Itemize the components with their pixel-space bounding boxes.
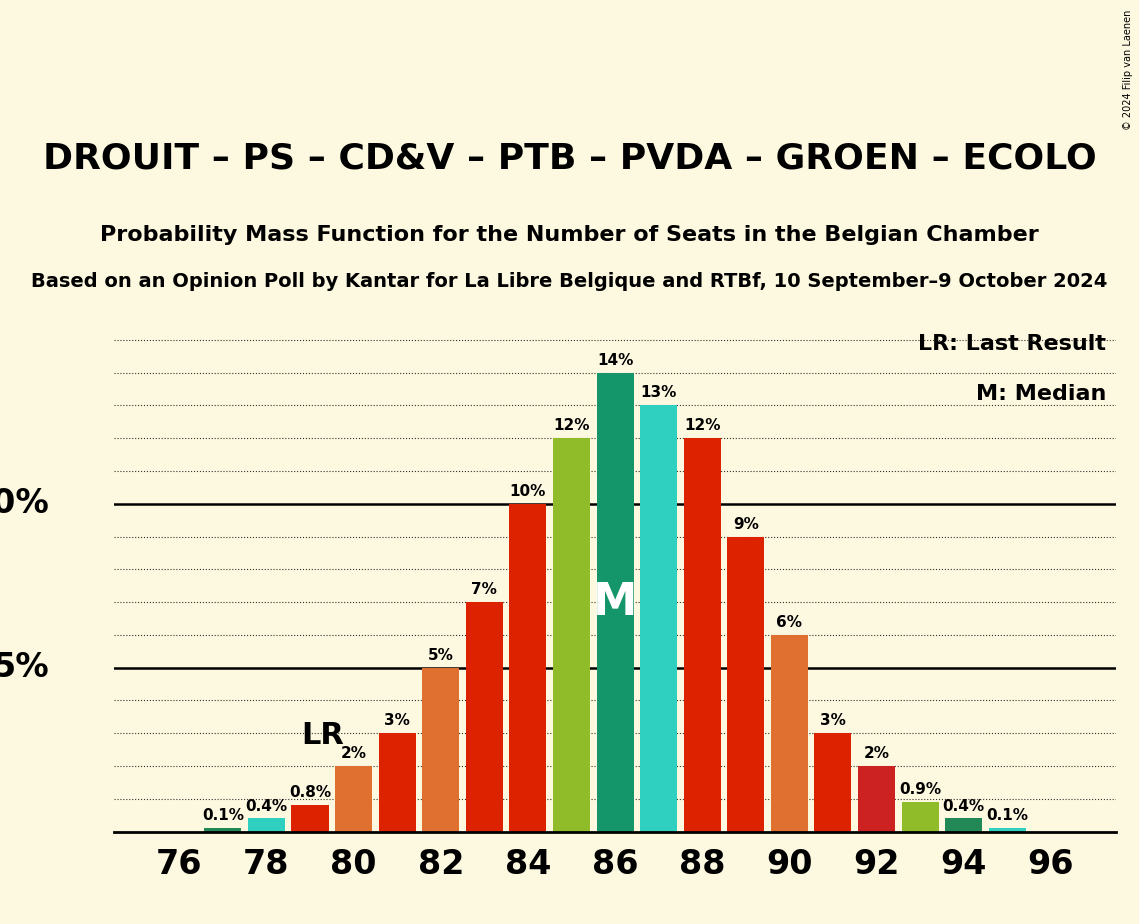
- Text: 0.1%: 0.1%: [202, 808, 244, 823]
- Bar: [683, 438, 721, 832]
- Bar: [814, 734, 852, 832]
- Bar: [423, 668, 459, 832]
- Text: M: M: [593, 580, 637, 624]
- Bar: [204, 828, 241, 832]
- Text: 14%: 14%: [597, 353, 633, 368]
- Text: 12%: 12%: [683, 419, 721, 433]
- Text: 5%: 5%: [428, 648, 453, 663]
- Text: 5%: 5%: [0, 651, 49, 684]
- Bar: [378, 734, 416, 832]
- Bar: [728, 537, 764, 832]
- Text: 2%: 2%: [341, 746, 367, 761]
- Bar: [858, 766, 895, 832]
- Bar: [248, 819, 285, 832]
- Text: 9%: 9%: [732, 517, 759, 531]
- Text: 10%: 10%: [0, 487, 49, 520]
- Bar: [597, 372, 633, 832]
- Text: 7%: 7%: [472, 582, 498, 597]
- Text: 13%: 13%: [640, 385, 677, 400]
- Text: 0.9%: 0.9%: [899, 783, 941, 797]
- Text: 3%: 3%: [820, 713, 846, 728]
- Text: Based on an Opinion Poll by Kantar for La Libre Belgique and RTBf, 10 September–: Based on an Opinion Poll by Kantar for L…: [31, 272, 1108, 291]
- Bar: [771, 635, 808, 832]
- Bar: [292, 806, 328, 832]
- Bar: [552, 438, 590, 832]
- Text: Probability Mass Function for the Number of Seats in the Belgian Chamber: Probability Mass Function for the Number…: [100, 225, 1039, 245]
- Text: 12%: 12%: [554, 419, 590, 433]
- Text: 0.4%: 0.4%: [943, 798, 985, 813]
- Bar: [945, 819, 982, 832]
- Bar: [466, 602, 502, 832]
- Text: DROUIT – PS – CD&V – PTB – PVDA – GROEN – ECOLO: DROUIT – PS – CD&V – PTB – PVDA – GROEN …: [42, 141, 1097, 176]
- Text: M: Median: M: Median: [976, 384, 1106, 405]
- Bar: [509, 504, 547, 832]
- Text: 10%: 10%: [510, 484, 546, 499]
- Bar: [640, 406, 678, 832]
- Bar: [902, 802, 939, 832]
- Text: 0.4%: 0.4%: [245, 798, 287, 813]
- Text: 6%: 6%: [777, 615, 802, 630]
- Bar: [335, 766, 372, 832]
- Text: 2%: 2%: [863, 746, 890, 761]
- Text: © 2024 Filip van Laenen: © 2024 Filip van Laenen: [1123, 9, 1133, 129]
- Text: LR: LR: [302, 721, 344, 749]
- Text: LR: Last Result: LR: Last Result: [918, 334, 1106, 354]
- Text: 0.8%: 0.8%: [289, 785, 331, 800]
- Text: 0.1%: 0.1%: [986, 808, 1029, 823]
- Text: 3%: 3%: [384, 713, 410, 728]
- Bar: [989, 828, 1026, 832]
